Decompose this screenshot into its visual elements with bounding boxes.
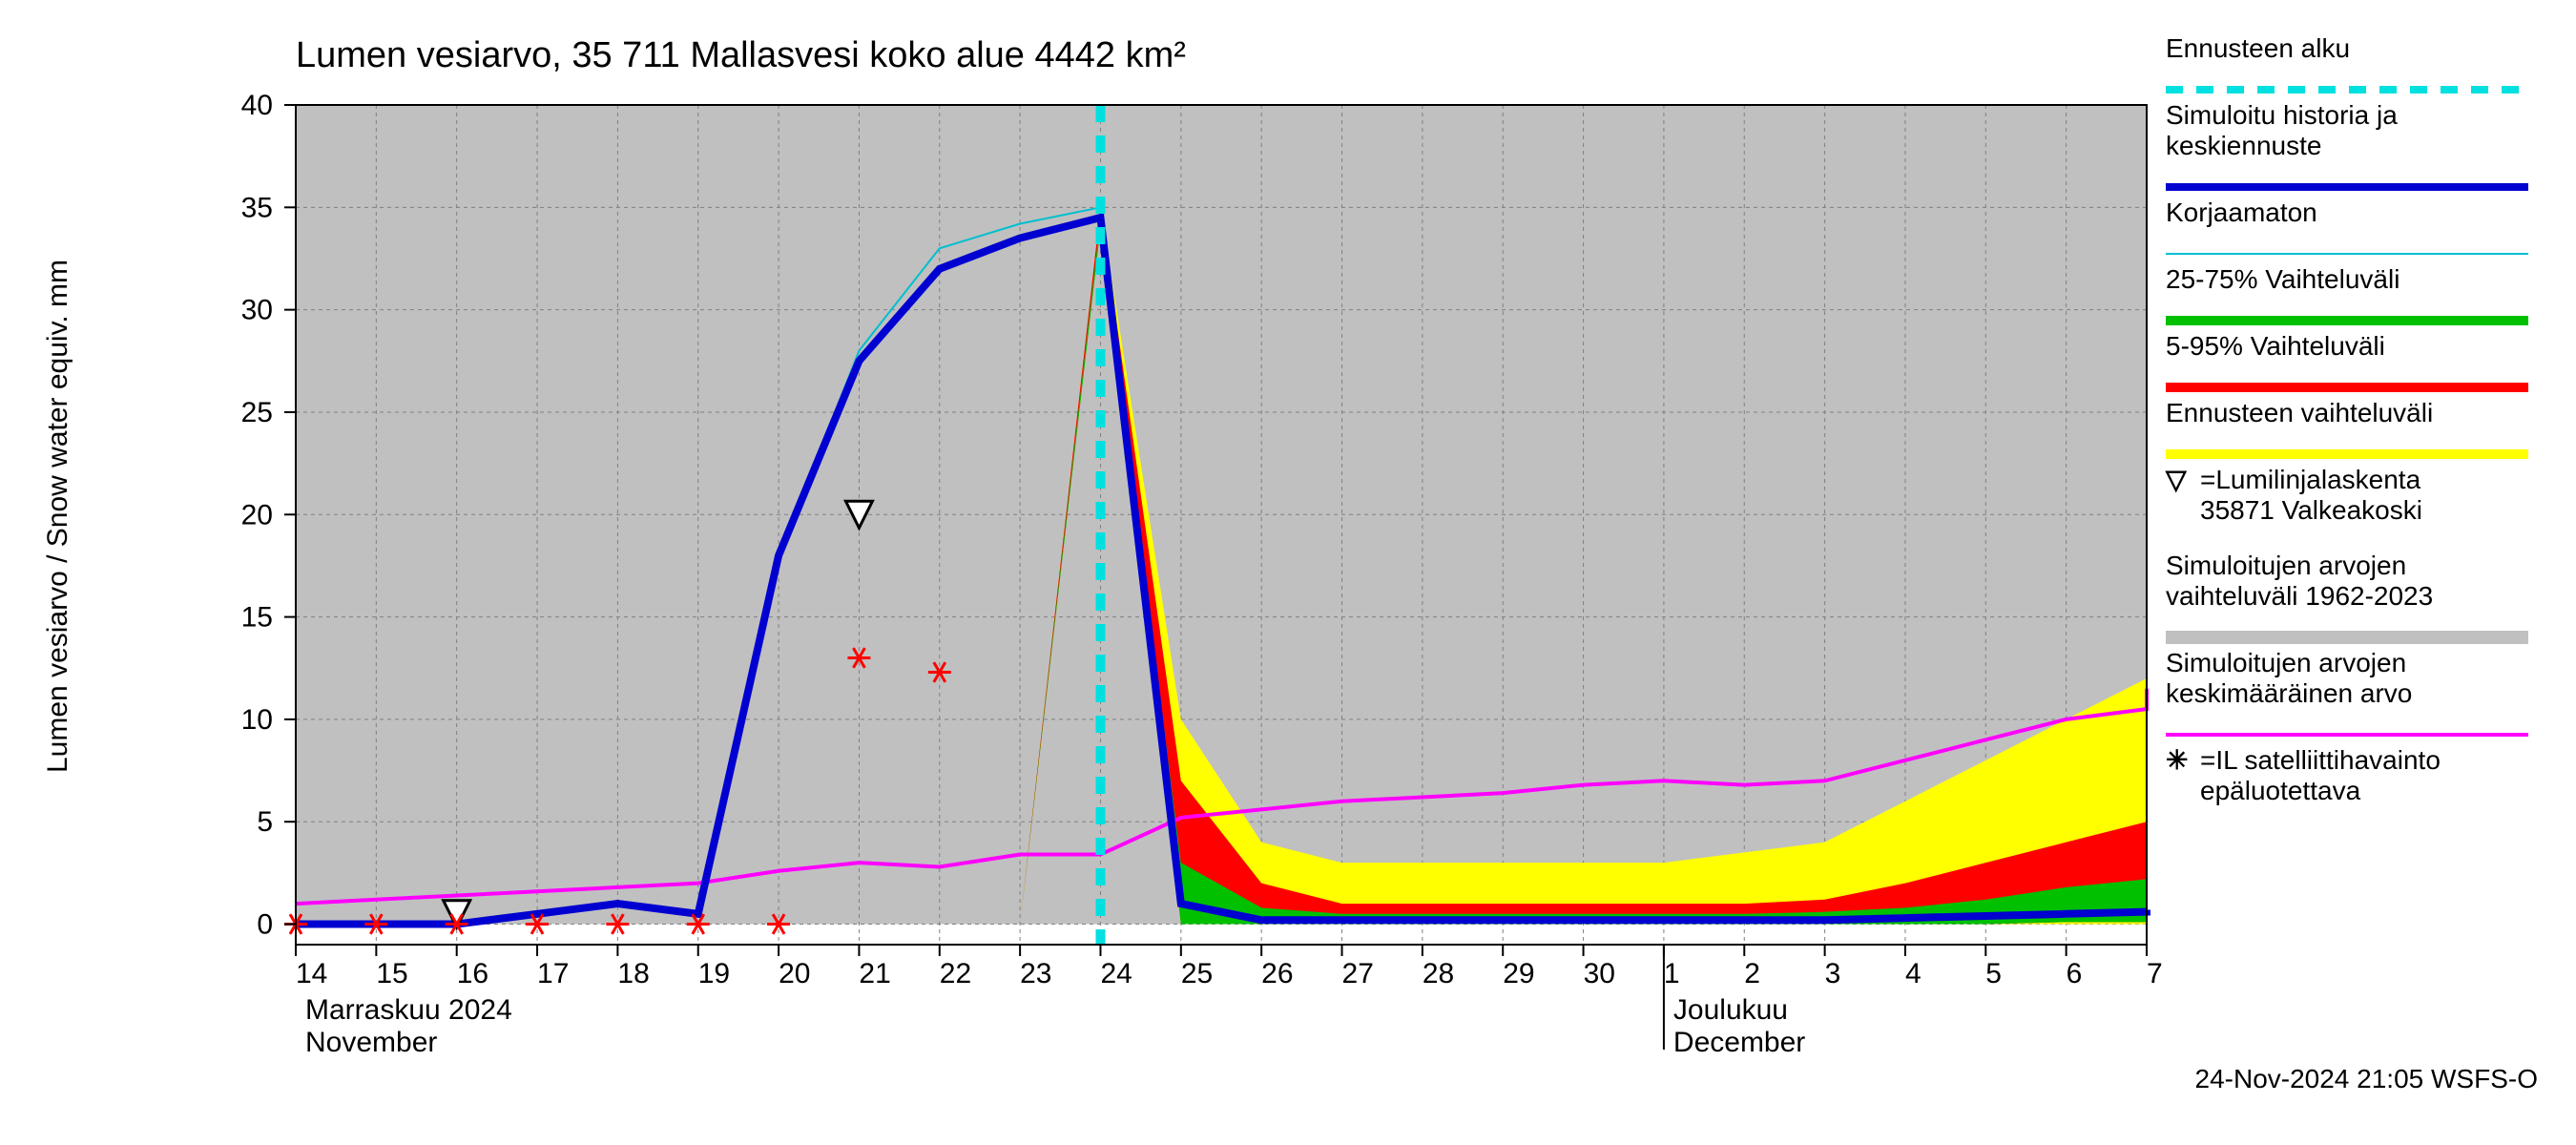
x-tick-label: 30 bbox=[1584, 958, 1615, 989]
y-tick-label: 20 bbox=[241, 499, 273, 531]
x-tick-label: 4 bbox=[1905, 958, 1922, 989]
y-tick-label: 25 bbox=[241, 397, 273, 428]
y-tick-label: 10 bbox=[241, 704, 273, 736]
x-tick-label: 28 bbox=[1423, 958, 1454, 989]
x-tick-label: 17 bbox=[537, 958, 569, 989]
legend-label: vaihteluväli 1962-2023 bbox=[2166, 581, 2433, 611]
y-tick-label: 5 bbox=[257, 806, 273, 838]
x-tick-label: 27 bbox=[1342, 958, 1374, 989]
month-label-en: December bbox=[1673, 1027, 1805, 1058]
x-tick-label: 24 bbox=[1100, 958, 1132, 989]
legend-prefix: ✳ bbox=[2166, 745, 2188, 775]
y-tick-label: 40 bbox=[241, 90, 273, 121]
chart-svg: 0510152025303540141516171819202122232425… bbox=[0, 0, 2576, 1145]
legend-label: Ennusteen vaihteluväli bbox=[2166, 398, 2433, 427]
chart-title: Lumen vesiarvo, 35 711 Mallasvesi koko a… bbox=[296, 35, 1186, 75]
legend-label: =IL satelliittihavainto bbox=[2200, 745, 2441, 775]
legend-label: Simuloitujen arvojen bbox=[2166, 551, 2406, 580]
x-tick-label: 23 bbox=[1020, 958, 1051, 989]
x-tick-label: 14 bbox=[296, 958, 327, 989]
legend-label: 35871 Valkeakoski bbox=[2200, 495, 2422, 525]
x-tick-label: 29 bbox=[1503, 958, 1534, 989]
month-label-en: November bbox=[305, 1027, 437, 1058]
x-tick-label: 18 bbox=[617, 958, 649, 989]
x-tick-label: 5 bbox=[1985, 958, 2002, 989]
x-tick-label: 1 bbox=[1664, 958, 1680, 989]
x-tick-label: 26 bbox=[1261, 958, 1293, 989]
y-tick-label: 15 bbox=[241, 602, 273, 634]
x-tick-label: 19 bbox=[698, 958, 730, 989]
y-tick-label: 0 bbox=[257, 909, 273, 941]
y-tick-label: 35 bbox=[241, 192, 273, 223]
legend-label: 5-95% Vaihteluväli bbox=[2166, 331, 2385, 361]
legend-label: keskiennuste bbox=[2166, 131, 2321, 160]
x-tick-label: 21 bbox=[859, 958, 890, 989]
legend-label: 25-75% Vaihteluväli bbox=[2166, 264, 2399, 294]
x-tick-label: 3 bbox=[1825, 958, 1841, 989]
x-tick-label: 25 bbox=[1181, 958, 1213, 989]
legend-label: Simuloitu historia ja bbox=[2166, 100, 2398, 130]
legend-label: =Lumilinjalaskenta bbox=[2200, 465, 2421, 494]
month-label-fi: Marraskuu 2024 bbox=[305, 994, 512, 1026]
chart-container: 0510152025303540141516171819202122232425… bbox=[0, 0, 2576, 1145]
legend-label: Simuloitujen arvojen bbox=[2166, 648, 2406, 677]
x-tick-label: 22 bbox=[940, 958, 971, 989]
y-tick-label: 30 bbox=[241, 295, 273, 326]
x-tick-label: 15 bbox=[376, 958, 407, 989]
legend-label: keskimääräinen arvo bbox=[2166, 678, 2412, 708]
legend-label: epäluotettava bbox=[2200, 776, 2361, 805]
x-tick-label: 16 bbox=[457, 958, 488, 989]
x-tick-label: 2 bbox=[1744, 958, 1760, 989]
x-tick-label: 6 bbox=[2067, 958, 2083, 989]
month-label-fi: Joulukuu bbox=[1673, 994, 1788, 1026]
legend-label: Ennusteen alku bbox=[2166, 33, 2350, 63]
y-axis-label: Lumen vesiarvo / Snow water equiv. mm bbox=[42, 260, 73, 773]
x-tick-label: 7 bbox=[2147, 958, 2163, 989]
x-tick-label: 20 bbox=[779, 958, 810, 989]
legend-label: Korjaamaton bbox=[2166, 198, 2317, 227]
legend-prefix: ▽ bbox=[2165, 465, 2188, 494]
footer-timestamp: 24-Nov-2024 21:05 WSFS-O bbox=[2195, 1064, 2539, 1093]
